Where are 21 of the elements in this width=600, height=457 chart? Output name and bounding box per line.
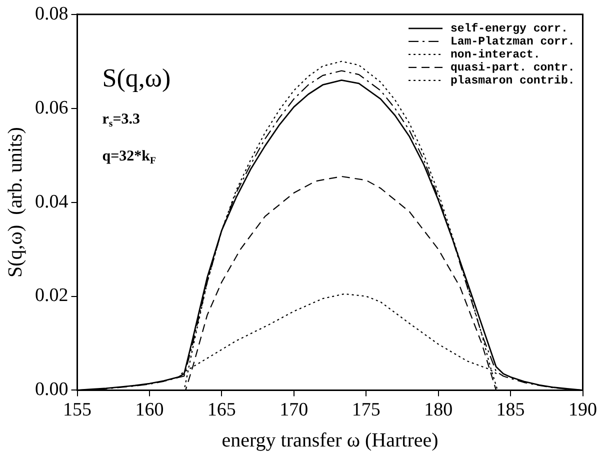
x-tick-label: 155: [63, 400, 92, 421]
legend-label: Lam-Platzman corr.: [450, 35, 575, 48]
legend-label: self-energy corr.: [450, 22, 568, 36]
x-tick-label: 185: [496, 400, 525, 421]
x-tick-label: 170: [280, 400, 308, 421]
y-tick-label: 0.06: [35, 97, 68, 118]
y-tick-label: 0.02: [35, 285, 68, 306]
x-axis-title: energy transfer ω (Hartree): [222, 429, 438, 452]
x-tick-label: 190: [568, 400, 597, 421]
annotation: S(q,ω): [102, 63, 171, 92]
x-tick-label: 165: [207, 400, 236, 421]
legend-label: non-interact.: [450, 48, 540, 62]
x-tick-label: 180: [424, 400, 453, 421]
legend-label: quasi-part. contr.: [450, 61, 575, 74]
y-tick-label: 0.08: [35, 3, 68, 24]
x-tick-label: 175: [352, 400, 380, 421]
legend-label: plasmaron contrib.: [450, 74, 575, 88]
y-axis-title: S(q,ω) (arb. units): [4, 127, 26, 278]
y-tick-label: 0.00: [35, 379, 68, 400]
y-tick-label: 0.04: [35, 191, 69, 212]
x-tick-label: 160: [135, 400, 164, 421]
